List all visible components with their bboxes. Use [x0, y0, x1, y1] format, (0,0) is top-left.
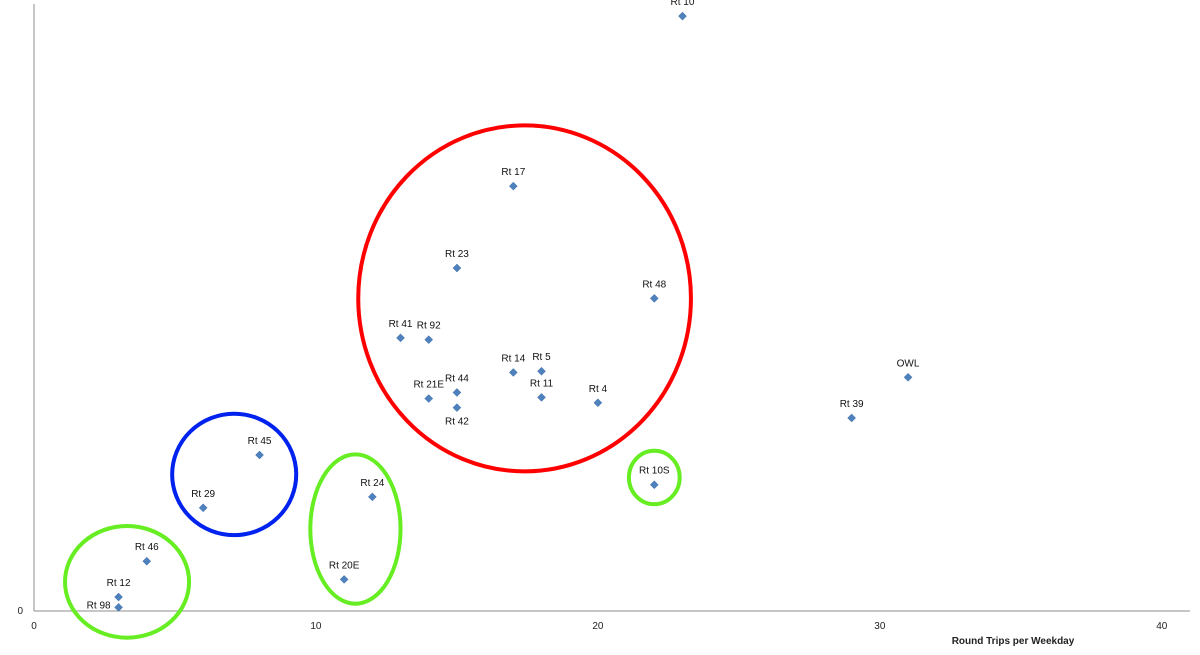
highlight-ellipse: [63, 524, 192, 640]
point-label: Rt 92: [417, 321, 441, 332]
point-label: Rt 45: [248, 436, 272, 447]
x-tick-label: 0: [31, 621, 37, 632]
point-label: Rt 21E: [413, 380, 444, 391]
point-label: Rt 23: [445, 249, 469, 260]
highlight-ellipse: [356, 123, 693, 474]
x-tick-label: 40: [1156, 621, 1168, 632]
highlight-ellipse: [308, 452, 403, 606]
data-point: [508, 368, 518, 377]
highlight-ellipse: [626, 448, 682, 507]
chart-points: Rt 10 Rt 17 Rt 23 Rt 48 Rt 41 Rt 92 Rt 14 Rt 5 R…: [87, 0, 920, 612]
data-point: [339, 575, 349, 584]
point-label: Rt 20E: [329, 560, 360, 571]
point-label: Rt 5: [532, 352, 551, 363]
data-point: [396, 333, 405, 343]
data-point: [678, 11, 687, 21]
point-label: Rt 29: [191, 489, 215, 500]
x-tick-label: 20: [592, 621, 604, 632]
point-label: Rt 10: [671, 0, 695, 8]
x-axis-label: Round Trips per Weekday: [952, 636, 1075, 647]
data-point: [649, 480, 659, 490]
data-point: [198, 503, 208, 513]
point-label: Rt 41: [389, 319, 413, 330]
point-label: Rt 11: [530, 378, 554, 389]
point-label: Rt 17: [501, 167, 525, 178]
x-tick-label: 10: [310, 621, 322, 632]
y-tick-label: 0: [17, 606, 23, 617]
data-point: [424, 394, 434, 403]
data-point: [537, 366, 546, 376]
point-label: Rt 14: [501, 353, 525, 364]
data-point: [508, 181, 518, 191]
data-point: [114, 603, 123, 612]
data-point: [593, 398, 603, 408]
data-point: [142, 556, 152, 566]
point-label: Rt 39: [840, 399, 864, 410]
data-point: [114, 592, 123, 602]
point-label: Rt 4: [589, 384, 608, 395]
data-point: [903, 372, 913, 382]
point-label: Rt 42: [445, 417, 469, 428]
point-label: Rt 10S: [639, 466, 670, 477]
data-point: [649, 294, 659, 303]
chart-axes: 0 10 20 30 40 0: [17, 4, 1190, 632]
data-point: [452, 403, 462, 413]
point-label: Rt 46: [135, 542, 159, 553]
point-label: Rt 48: [642, 279, 666, 290]
data-point: [424, 335, 434, 345]
point-label: Rt 24: [360, 478, 384, 489]
data-point: [537, 392, 546, 402]
point-label: Rt 98: [87, 600, 111, 611]
point-label: OWL: [897, 358, 920, 369]
data-point: [255, 450, 264, 460]
data-point: [452, 388, 462, 397]
data-point: [452, 263, 462, 273]
x-tick-label: 30: [874, 621, 886, 632]
data-point: [367, 492, 377, 502]
highlight-ellipse: [170, 411, 299, 538]
data-point: [847, 413, 857, 423]
chart-annotations: [63, 123, 693, 640]
point-label: Rt 12: [107, 578, 131, 589]
point-label: Rt 44: [445, 373, 469, 384]
